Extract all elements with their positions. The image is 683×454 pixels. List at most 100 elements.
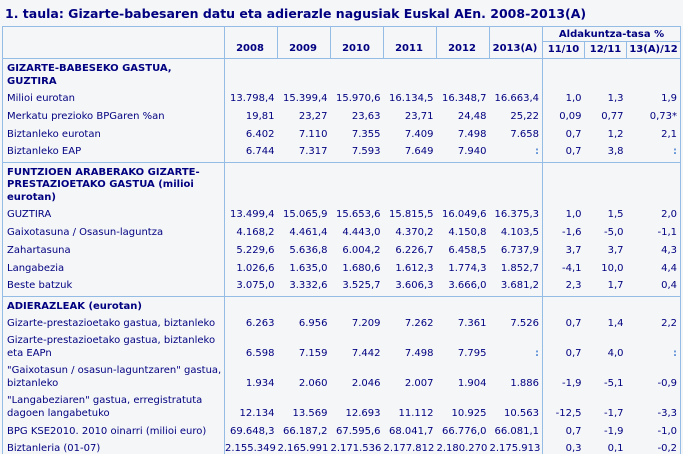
value-cell: 1,3 [607, 92, 624, 104]
value-cell: 7.498 [457, 128, 487, 140]
value-cell: : [535, 347, 539, 359]
value-cell: 6.004,2 [342, 244, 381, 256]
value-cell: -1,6 [542, 224, 585, 242]
table-row: Gaixotasuna / Osasun-laguntza 4.168,2 4.46… [2, 224, 681, 242]
value-cell: 1.612,3 [395, 262, 434, 274]
value-cell: 4,0 [607, 347, 624, 359]
value-cell: 1.680,6 [342, 262, 381, 274]
value-cell: -1,9 [542, 363, 585, 393]
row-label: GUZTIRA [2, 206, 225, 224]
value-cell: -0,2 [657, 443, 678, 454]
value-cell: 2,1 [661, 128, 678, 140]
table-row: Gizarte-prestazioetako gastua, biztanlek… [2, 333, 681, 363]
value-cell: 10,0 [601, 262, 624, 274]
value-cell: 7.355 [351, 128, 381, 140]
value-cell: 4.150,8 [448, 226, 487, 238]
year-header: 2013(A) [489, 26, 543, 59]
section-header-spacer [224, 161, 543, 206]
table-row: Biztanleko EAP 6.744 7.317 7.593 7.649 7.940:… [2, 144, 681, 162]
value-cell: -5,1 [603, 377, 624, 389]
value-cell: 1,5 [607, 208, 624, 220]
value-cell: 10.563 [504, 407, 539, 419]
value-cell: 0,7 [542, 144, 585, 162]
value-cell: 1.635,0 [289, 262, 328, 274]
value-cell: 0,77 [601, 110, 624, 122]
section-header-row: GIZARTE-BABESEKO GASTUA, GUZTIRA [2, 58, 681, 90]
value-cell: 12.693 [345, 407, 381, 419]
value-cell: : [535, 146, 539, 157]
value-cell: 7.526 [510, 317, 539, 329]
value-cell: 1,4 [607, 317, 624, 329]
value-cell: 4.370,2 [395, 226, 434, 238]
year-header: 2009 [277, 26, 331, 59]
value-cell: 4.461,4 [289, 226, 328, 238]
value-cell: 6.956 [298, 317, 328, 329]
section-header: GIZARTE-BABESEKO GASTUA, GUZTIRA [2, 58, 225, 90]
value-cell: 10.925 [451, 407, 487, 419]
value-cell: 6.737,9 [500, 244, 539, 256]
value-cell: -5,0 [603, 226, 624, 238]
value-cell: 7.209 [351, 317, 381, 329]
value-cell: 4.103,5 [500, 226, 539, 238]
corner-cell [2, 26, 225, 59]
value-cell: 0,73* [649, 110, 678, 122]
value-cell: 6.744 [245, 146, 275, 157]
row-label: Gaixotasuna / Osasun-laguntza [2, 224, 225, 242]
row-label: Merkatu prezioko BPGaren %an [2, 108, 225, 126]
value-cell: 7.442 [351, 347, 381, 359]
value-cell: 6.402 [245, 128, 275, 140]
data-table: 2008 2009 2010 2011 2012 2013(A) Aldakuntza-ta… [2, 26, 682, 454]
value-cell: 16.049,6 [441, 208, 487, 220]
value-cell: 24,48 [457, 110, 487, 122]
value-cell: 2.171.536 [330, 443, 382, 454]
value-cell: 0,3 [542, 441, 585, 454]
table-row: "Langabeziaren" gastua, erregistratuta d… [2, 393, 681, 423]
value-cell: 4,3 [661, 244, 678, 256]
value-cell: 1.904 [457, 377, 487, 389]
value-cell: 2.155.349 [225, 443, 276, 454]
table-row: "Gaixotasun / osasun-laguntzaren" gastua… [2, 363, 681, 393]
value-cell: 4.168,2 [236, 226, 275, 238]
value-cell: 2,3 [542, 278, 585, 296]
table-row: Merkatu prezioko BPGaren %an 19,81 23,27 23… [2, 108, 681, 126]
value-cell: 16.663,4 [494, 92, 539, 104]
change-subheader: 11/10 [542, 41, 585, 59]
value-cell: 0,09 [542, 108, 585, 126]
value-cell: 3,7 [607, 244, 624, 256]
value-cell: 15.065,9 [282, 208, 328, 220]
value-cell: 7.593 [351, 146, 381, 157]
value-cell: 1.026,6 [236, 262, 275, 274]
value-cell: -1,0 [657, 425, 678, 437]
value-cell: 11.112 [398, 407, 434, 419]
value-cell: 0,7 [542, 333, 585, 363]
value-cell: -1,9 [603, 425, 624, 437]
value-cell: 19,81 [245, 110, 275, 122]
value-cell: 3.666,0 [448, 280, 487, 291]
row-label: Beste batzuk [2, 278, 225, 296]
table-row: Langabezia 1.026,6 1.635,0 1.680,6 1.612,3 1.… [2, 260, 681, 278]
value-cell: -4,1 [542, 260, 585, 278]
row-label: Milioi eurotan [2, 90, 225, 108]
value-cell: 13.499,4 [229, 208, 275, 220]
change-subheader: 13(A)/12 [625, 41, 681, 59]
value-cell: 6.226,7 [395, 244, 434, 256]
value-cell: 5.229,6 [236, 244, 275, 256]
value-cell: 1,0 [542, 90, 585, 108]
change-subheader: 12/11 [584, 41, 627, 59]
row-label: Biztanleko eurotan [2, 126, 225, 144]
value-cell: 2.175.913 [489, 443, 541, 454]
value-cell: 0,7 [542, 126, 585, 144]
value-cell: 66.776,0 [441, 425, 487, 437]
value-cell: 3.332,6 [289, 280, 328, 291]
value-cell: 0,7 [542, 315, 585, 333]
value-cell: -12,5 [542, 393, 585, 423]
value-cell: 1.774,3 [448, 262, 487, 274]
section-header-row: ADIERAZLEAK (eurotan) [2, 295, 681, 315]
value-cell: 16.375,3 [494, 208, 539, 220]
value-cell: 6.263 [245, 317, 275, 329]
value-cell: 69.648,3 [229, 425, 275, 437]
value-cell: 2.165.991 [277, 443, 329, 454]
table-row: Milioi eurotan 13.798,4 15.399,4 15.970,6 16… [2, 90, 681, 108]
value-cell: 7.317 [298, 146, 328, 157]
value-cell: 2.046 [351, 377, 381, 389]
